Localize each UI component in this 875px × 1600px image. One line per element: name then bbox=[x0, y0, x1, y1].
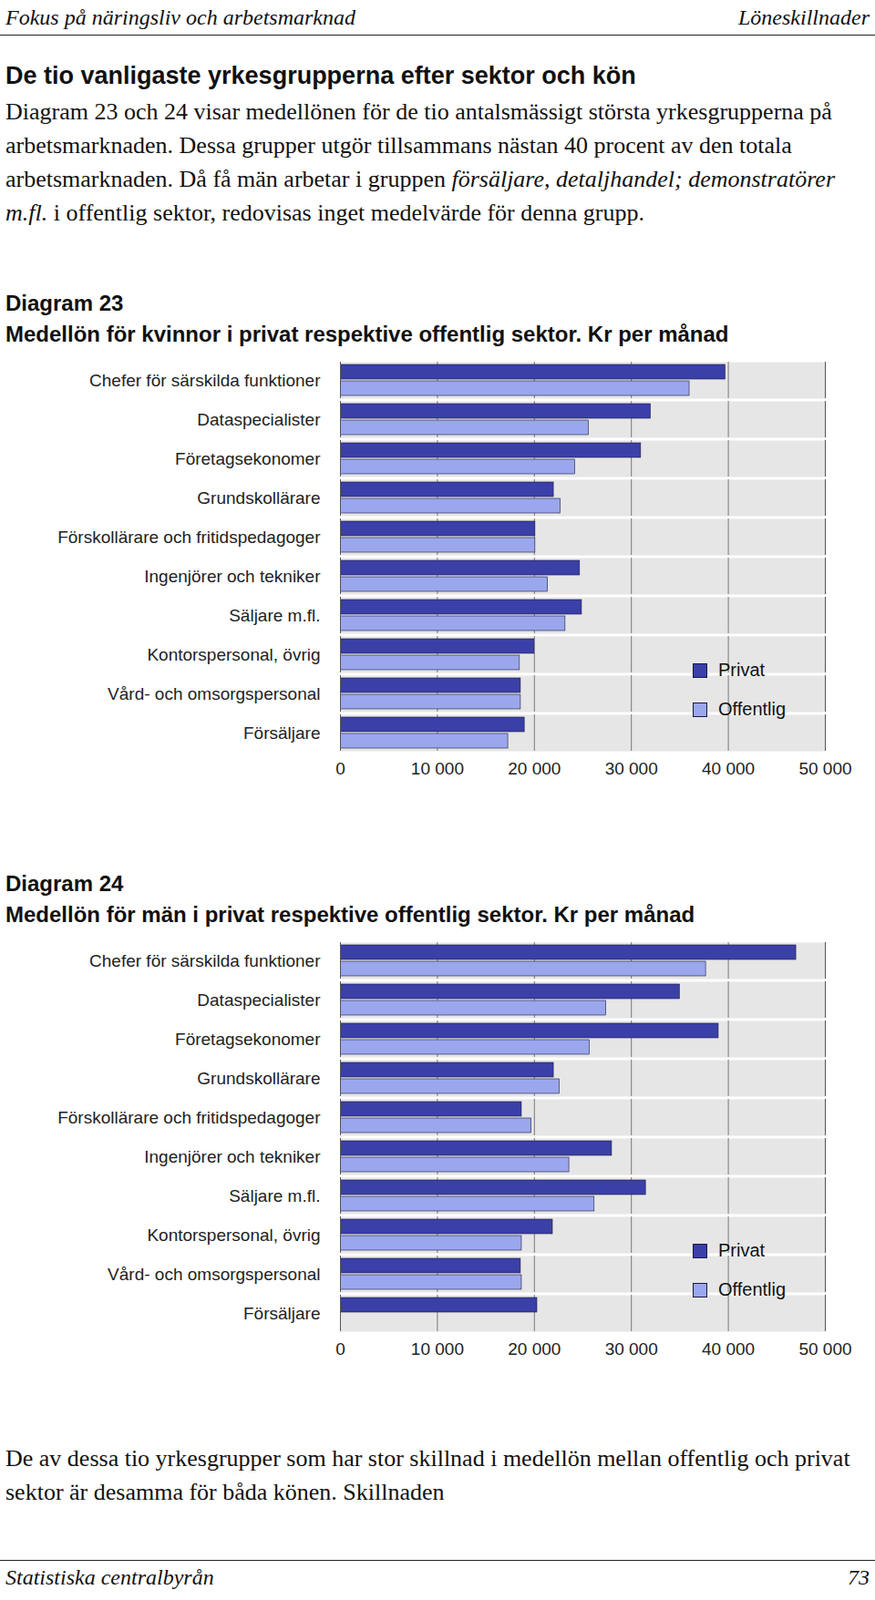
html-text:Medellön för män i privat resp: Medellön för män i privat respektive off… bbox=[5, 902, 695, 927]
html-text:73: 73 bbox=[847, 1565, 870, 1590]
svg-text:Försäljare: Försäljare bbox=[243, 723, 320, 743]
svg-text:Kontorspersonal, övrig: Kontorspersonal, övrig bbox=[146, 645, 320, 665]
svg-text:Chefer för särskilda funktione: Chefer för särskilda funktioner bbox=[89, 951, 321, 971]
html-text:Löneskillnader: Löneskillnader bbox=[738, 5, 870, 30]
svg-text:30 000: 30 000 bbox=[605, 759, 659, 779]
html-text:Privat: Privat bbox=[718, 1240, 765, 1261]
svg-text:10 000: 10 000 bbox=[411, 759, 464, 779]
svg-text:Företagsekonomer: Företagsekonomer bbox=[175, 1029, 321, 1050]
svg-text:Förskollärare och fritidspedag: Förskollärare och fritidspedagoger bbox=[57, 527, 321, 547]
svg-text:50 000: 50 000 bbox=[798, 1339, 852, 1359]
html-text:De av dessa tio yrkesgrupper s: De av dessa tio yrkesgrupper som har sto… bbox=[5, 1445, 851, 1506]
svg-text:Vård- och omsorgspersonal: Vård- och omsorgspersonal bbox=[107, 1265, 320, 1285]
svg-text:Försäljare: Försäljare bbox=[243, 1304, 320, 1324]
svg-text:Grundskollärare: Grundskollärare bbox=[196, 1069, 320, 1089]
svg-text:20 000: 20 000 bbox=[507, 759, 561, 779]
svg-text:Dataspecialister: Dataspecialister bbox=[196, 410, 321, 430]
html-text:Statistiska centralbyrån: Statistiska centralbyrån bbox=[5, 1565, 214, 1590]
svg-text:Kontorspersonal, övrig: Kontorspersonal, övrig bbox=[146, 1225, 320, 1246]
svg-text:40 000: 40 000 bbox=[701, 759, 755, 779]
svg-text:Säljare m.fl.: Säljare m.fl. bbox=[228, 606, 320, 626]
html-text:Fokus på näringsliv och arbets: Fokus på näringsliv och arbetsmarknad bbox=[5, 5, 356, 30]
html-text:Privat: Privat bbox=[718, 659, 765, 680]
html-text:Diagram 24: Diagram 24 bbox=[5, 871, 124, 896]
svg-text:Ingenjörer och tekniker: Ingenjörer och tekniker bbox=[144, 1147, 321, 1167]
svg-text:Förskollärare och fritidspedag: Förskollärare och fritidspedagoger bbox=[57, 1108, 321, 1128]
svg-text:Vård- och omsorgspersonal: Vård- och omsorgspersonal bbox=[107, 684, 320, 704]
svg-text:Dataspecialister: Dataspecialister bbox=[196, 990, 321, 1010]
html-text:Offentlig: Offentlig bbox=[718, 699, 786, 720]
svg-text:30 000: 30 000 bbox=[605, 1339, 659, 1359]
svg-text:0: 0 bbox=[335, 759, 346, 779]
html-text:Medellön för kvinnor i privat: Medellön för kvinnor i privat respektive… bbox=[5, 321, 729, 347]
svg-text:Säljare m.fl.: Säljare m.fl. bbox=[228, 1186, 320, 1206]
html-text:Diagram 23 och 24 visar medell: Diagram 23 och 24 visar medellönen för d… bbox=[5, 98, 835, 227]
svg-text:40 000: 40 000 bbox=[701, 1339, 755, 1359]
svg-text:Grundskollärare: Grundskollärare bbox=[196, 488, 320, 508]
html-text:De tio vanligaste yrkesgrupper: De tio vanligaste yrkesgrupperna efter s… bbox=[5, 61, 636, 90]
svg-text:0: 0 bbox=[335, 1339, 346, 1359]
svg-text:Företagsekonomer: Företagsekonomer bbox=[175, 449, 321, 469]
html-text:Offentlig: Offentlig bbox=[718, 1279, 786, 1300]
html-text:Diagram 23: Diagram 23 bbox=[5, 290, 124, 316]
svg-text:Chefer för särskilda funktione: Chefer för särskilda funktioner bbox=[89, 370, 321, 391]
svg-text:10 000: 10 000 bbox=[411, 1339, 464, 1359]
svg-text:50 000: 50 000 bbox=[798, 759, 852, 779]
svg-text:20 000: 20 000 bbox=[507, 1339, 561, 1359]
svg-text:Ingenjörer och tekniker: Ingenjörer och tekniker bbox=[144, 566, 321, 587]
